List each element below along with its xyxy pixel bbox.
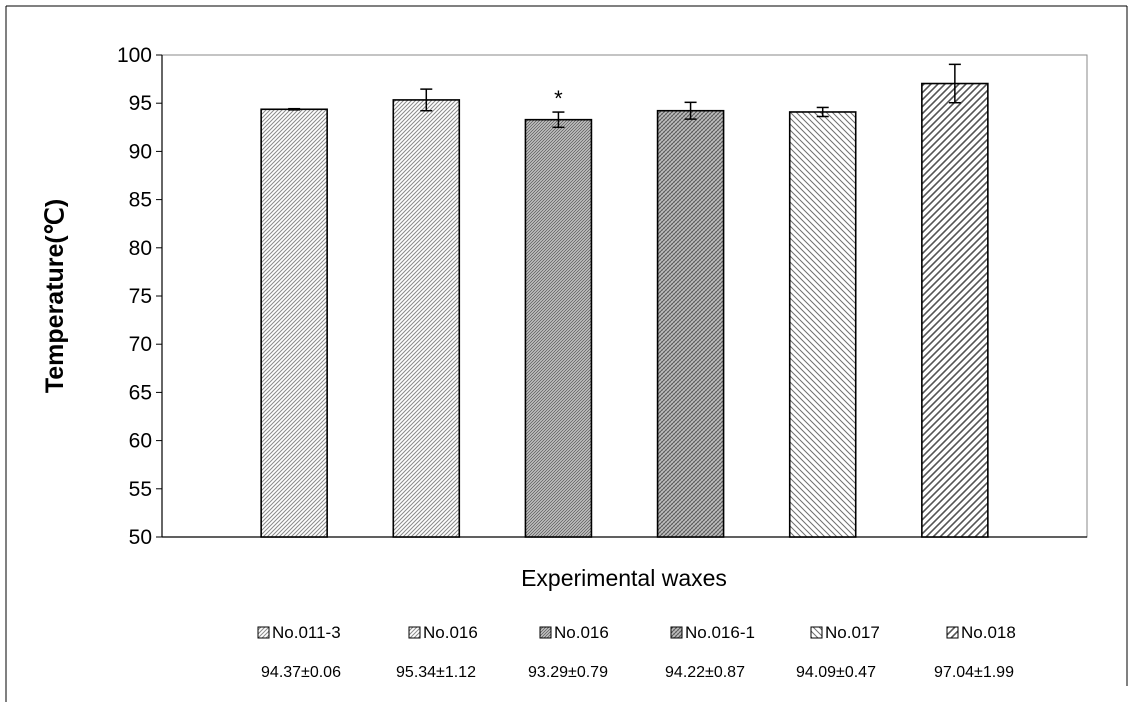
legend-label: No.017 bbox=[825, 623, 880, 642]
error-bar bbox=[948, 63, 961, 104]
legend-item: No.016 bbox=[539, 623, 609, 642]
legend: No.011-3 No.016 No.016 No.016-1 No.017 No.018 bbox=[257, 623, 1016, 642]
legend-item: No.016 bbox=[408, 623, 478, 642]
error-bar bbox=[684, 101, 697, 120]
value-label: 97.04±1.99 bbox=[934, 664, 1014, 681]
y-tick-label: 65 bbox=[129, 381, 152, 404]
significance-marker: * bbox=[554, 86, 563, 111]
legend-label: No.016 bbox=[554, 623, 609, 642]
y-tick-label: 60 bbox=[129, 430, 152, 453]
value-label: 94.37±0.06 bbox=[261, 664, 341, 681]
legend-item: No.011-3 bbox=[257, 623, 341, 642]
error-bar bbox=[288, 107, 301, 111]
y-tick-label: 80 bbox=[129, 237, 152, 260]
legend-swatch bbox=[408, 626, 421, 639]
legend-label: No.011-3 bbox=[272, 623, 341, 642]
value-label: 95.34±1.12 bbox=[396, 664, 476, 681]
legend-swatch bbox=[946, 626, 959, 639]
error-bar bbox=[816, 106, 829, 118]
legend-item: No.016-1 bbox=[670, 623, 755, 642]
legend-swatch bbox=[257, 626, 270, 639]
error-bar bbox=[420, 88, 433, 112]
legend-label: No.016-1 bbox=[685, 623, 755, 642]
y-tick-label: 90 bbox=[129, 140, 152, 163]
y-tick-label: 95 bbox=[129, 92, 152, 115]
y-tick-label: 75 bbox=[129, 285, 152, 308]
bar bbox=[524, 118, 593, 538]
x-axis-label: Experimental waxes bbox=[521, 565, 727, 591]
y-axis-label: Temperature(℃) bbox=[41, 199, 69, 393]
y-tick-label: 50 bbox=[129, 526, 152, 549]
bar bbox=[392, 99, 461, 538]
bar bbox=[656, 109, 725, 538]
legend-swatch bbox=[670, 626, 683, 639]
legend-label: No.016 bbox=[423, 623, 478, 642]
y-axis-ticks: 50 55 60 65 70 75 80 85 90 95 100 bbox=[117, 44, 162, 549]
y-tick-label: 100 bbox=[117, 44, 152, 67]
error-bar bbox=[552, 111, 565, 129]
y-tick-label: 85 bbox=[129, 189, 152, 212]
bar bbox=[921, 82, 989, 538]
value-label: 93.29±0.79 bbox=[528, 664, 608, 681]
y-tick-label: 55 bbox=[129, 478, 152, 501]
legend-item: No.018 bbox=[946, 623, 1016, 642]
value-labels: 94.37±0.06 95.34±1.12 93.29±0.79 94.22±0.87… bbox=[261, 664, 1014, 681]
y-tick-label: 70 bbox=[129, 333, 152, 356]
bar bbox=[788, 111, 857, 538]
bar bbox=[260, 108, 328, 538]
bars bbox=[260, 82, 989, 538]
error-bars bbox=[288, 63, 961, 129]
legend-swatch bbox=[810, 626, 823, 639]
legend-swatch bbox=[539, 626, 552, 639]
legend-item: No.017 bbox=[810, 623, 880, 642]
value-label: 94.09±0.47 bbox=[796, 664, 876, 681]
value-label: 94.22±0.87 bbox=[665, 664, 745, 681]
annotations: * bbox=[554, 86, 563, 111]
legend-label: No.018 bbox=[961, 623, 1016, 642]
